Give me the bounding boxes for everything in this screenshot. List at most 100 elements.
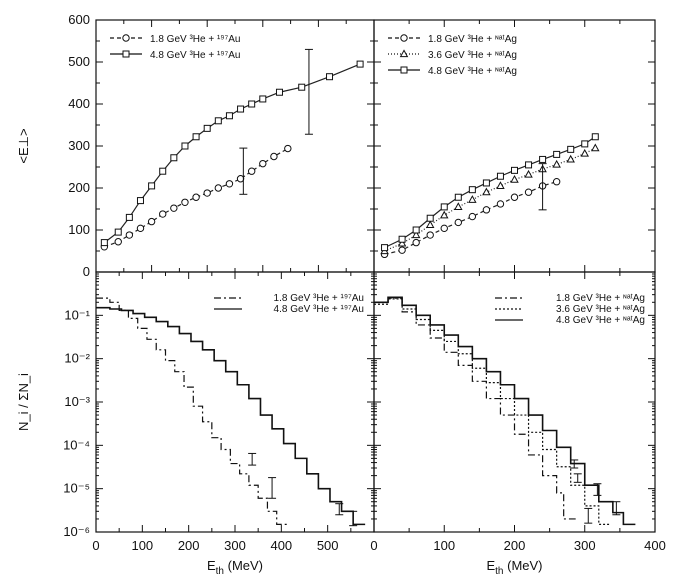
top-right-series-1-point-8	[496, 181, 505, 189]
top-right-series-0-point-6	[468, 212, 477, 221]
top-left-legend-marker-0	[122, 34, 130, 42]
top-left-legend-marker-1	[122, 50, 130, 58]
top-right-series-0-point-7	[482, 206, 491, 214]
top-left-series-1-point-16	[298, 83, 306, 91]
top-left-series-0-point-6	[170, 204, 178, 212]
top-left-series-line-0	[104, 147, 289, 248]
top-right-series-2-point-2	[412, 226, 420, 234]
bottom-right-step-series-0	[374, 297, 576, 520]
y-tick-label: 0	[83, 264, 90, 279]
top-right-series-0-point-1	[398, 246, 406, 254]
top-right-legend-marker-2	[400, 66, 408, 74]
top-right-series-2-point-15	[591, 133, 599, 141]
top-left-series-0-point-5	[159, 210, 167, 218]
top-right-series-2-point-11	[539, 155, 547, 163]
bottom-left-step-series-1	[96, 306, 366, 526]
top-right-series-1-point-13	[566, 154, 575, 163]
top-right-series-1-point-15	[591, 143, 600, 152]
bottom-right-step-series-2	[374, 296, 636, 526]
top-right-series-0-point-12	[552, 178, 561, 186]
top-right-series-1-point-4	[440, 210, 449, 219]
x-tick-label: 0	[370, 538, 377, 553]
top-left-series-1-point-15	[275, 88, 283, 96]
top-left-series-1-point-13	[248, 100, 256, 108]
top-left-series-0-point-12	[236, 175, 245, 183]
top-left-series-1-point-11	[225, 112, 233, 120]
y-tick-label: 500	[68, 54, 90, 69]
bottom-left-legend-label-1: 4.8 GeV ³He + ¹⁹⁷Au	[274, 304, 364, 315]
top-left-series-1-point-0	[100, 239, 108, 247]
bottom-left-legend-label-0: 1.8 GeV ³He + ¹⁹⁷Au	[274, 293, 364, 304]
top-right-series-0-point-9	[510, 193, 519, 201]
top-right-series-2-point-3	[426, 214, 434, 222]
top-right-series-0-point-10	[524, 188, 533, 196]
log-y-tick-label: 10⁻⁴	[63, 437, 90, 452]
y-tick-label: 200	[68, 180, 90, 195]
x-tick-label: 200	[504, 538, 526, 553]
top-left-series-1-point-18	[356, 60, 364, 68]
top-left-series-1-point-10	[214, 117, 222, 125]
x-tick-label: 400	[644, 538, 666, 553]
top-left-series-1-point-14	[259, 95, 267, 103]
top-right-series-1-point-12	[552, 159, 561, 168]
top-left-series-1-point-1	[114, 228, 122, 236]
top-left-series-1-point-7	[181, 142, 189, 150]
bottom-right-step-series-1	[374, 298, 611, 525]
top-right-series-2-point-8	[496, 172, 504, 180]
bottom-right-x-axis-label: Eth (MeV)	[486, 558, 542, 577]
top-left-series-1-point-2	[125, 213, 133, 221]
top-left-series-0-point-1	[114, 238, 122, 246]
top-left-series-1-point-3	[136, 197, 144, 205]
top-right-series-2-point-14	[581, 140, 589, 148]
top-right-series-2-point-9	[511, 166, 518, 174]
top-right-series-2-point-1	[398, 235, 406, 243]
top-right-legend-marker-0	[400, 34, 408, 42]
top-left-series-0-point-11	[225, 180, 234, 188]
log-y-tick-label: 10⁻⁶	[63, 524, 90, 539]
top-right-series-2-point-6	[468, 186, 476, 194]
x-tick-label: 200	[178, 538, 200, 553]
x-tick-label: 100	[131, 538, 153, 553]
x-tick-label: 500	[317, 538, 339, 553]
top-right-series-1-point-1	[397, 238, 407, 247]
top-right-series-0-point-4	[440, 224, 448, 233]
top-left-series-1-point-5	[159, 167, 167, 175]
top-right-series-2-point-12	[553, 150, 561, 158]
top-left-series-0-point-4	[147, 217, 156, 226]
top-right-series-1-point-14	[580, 148, 589, 157]
bottom-y-axis-label: N_i / ΣN_i	[16, 373, 31, 431]
log-y-tick-label: 10⁻⁵	[63, 481, 90, 496]
y-tick-label: 100	[68, 222, 90, 237]
top-right-legend-label-2: 4.8 GeV ³He + ᶰᵃᵗAg	[428, 66, 517, 77]
x-tick-label: 100	[433, 538, 455, 553]
top-left-series-0-point-3	[136, 224, 145, 233]
top-right-series-1-point-3	[425, 220, 435, 229]
top-left-series-0-point-2	[125, 231, 134, 239]
top-left-series-1-point-6	[170, 154, 178, 162]
y-tick-label: 300	[68, 138, 90, 153]
y-tick-label: 400	[68, 96, 90, 111]
top-right-series-2-point-13	[567, 145, 575, 153]
top-left-series-0-point-14	[259, 159, 267, 168]
top-left-series-1-point-12	[237, 105, 245, 113]
log-y-tick-label: 10⁻¹	[64, 307, 90, 322]
bottom-right-legend-label-1: 3.6 GeV ³He + ᶰᵃᵗAg	[556, 304, 645, 315]
top-left-series-1-point-8	[192, 133, 200, 141]
top-left-series-0-point-10	[214, 184, 223, 192]
x-tick-label: 400	[270, 538, 292, 553]
top-right-series-0-point-2	[412, 238, 420, 247]
bottom-left-step-series-0	[96, 297, 289, 525]
top-left-series-0-point-9	[203, 189, 211, 197]
top-y-axis-label: <E⊥>	[16, 128, 31, 163]
top-left-series-line-1	[103, 63, 361, 244]
top-right-series-1-point-10	[524, 169, 533, 178]
top-left-series-1-point-4	[148, 182, 156, 190]
top-left-series-1-point-17	[326, 73, 334, 81]
top-right-series-2-point-7	[482, 179, 490, 187]
top-left-series-0-point-15	[270, 152, 278, 161]
top-right-series-2-point-10	[525, 161, 533, 169]
top-right-series-0-point-8	[496, 200, 505, 208]
top-right-series-2-point-5	[454, 193, 462, 201]
top-right-series-0-point-5	[454, 218, 462, 227]
